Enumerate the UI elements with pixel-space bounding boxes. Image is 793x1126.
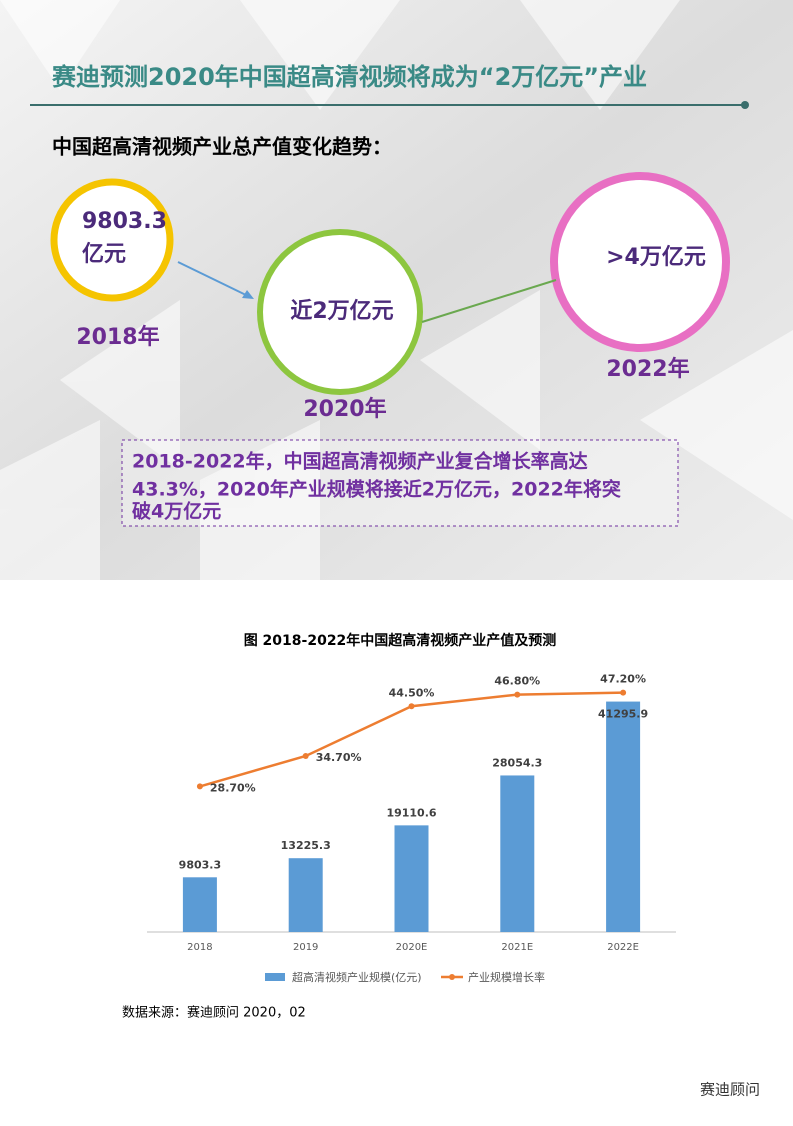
bar — [606, 701, 641, 932]
bar-value-label: 28054.3 — [492, 756, 542, 769]
line-point — [408, 703, 415, 710]
summary-line: 2018-2022年，中国超高清视频产业复合增长率高达 — [132, 450, 588, 473]
bubble-2020 — [257, 229, 423, 395]
legend-label: 产业规模增长率 — [468, 970, 545, 984]
bubble-2018 — [50, 178, 174, 302]
bubble-text: 亿元 — [82, 242, 126, 267]
summary-line: 破4万亿元 — [132, 500, 221, 523]
x-tick-label: 2020E — [396, 942, 428, 953]
year-label: 2018年 — [76, 324, 159, 350]
connector — [421, 279, 557, 323]
year-label: 2020年 — [303, 396, 386, 422]
bar-value-label: 19110.6 — [386, 806, 436, 819]
arrow-head — [242, 290, 254, 299]
summary-line: 43.3%，2020年产业规模将接近2万亿元，2022年将突 — [132, 478, 621, 501]
line-point — [196, 783, 203, 790]
header-dot — [741, 101, 749, 109]
summary-box — [121, 439, 679, 527]
bar-value-label: 13225.3 — [281, 839, 331, 852]
bar — [288, 858, 323, 932]
bubble-2022 — [550, 172, 730, 352]
x-tick-label: 2022E — [607, 942, 639, 953]
bar — [500, 775, 535, 932]
x-tick-label: 2021E — [501, 942, 533, 953]
line-point — [302, 752, 309, 759]
line-value-label: 28.70% — [210, 781, 256, 794]
x-tick-label: 2018 — [187, 942, 212, 953]
watermark: 赛迪顾问 — [700, 1081, 760, 1099]
bar — [182, 877, 217, 932]
bubble-text: >4万亿元 — [606, 245, 706, 270]
source: 数据来源：赛迪顾问 2020，02 — [122, 1005, 306, 1021]
legend-swatch — [449, 974, 455, 980]
x-tick-label: 2019 — [293, 942, 318, 953]
bubble-text: 近2万亿元 — [290, 298, 393, 324]
line-point — [620, 689, 627, 696]
line-value-label: 34.70% — [316, 751, 362, 764]
chart-title: 图 2018-2022年中国超高清视频产业产值及预测 — [244, 632, 557, 649]
header-title: 赛迪预测2020年中国超高清视频将成为“2万亿元”产业 — [51, 63, 647, 91]
year-label: 2022年 — [606, 356, 689, 382]
legend-label: 超高清视频产业规模(亿元) — [292, 970, 422, 984]
line-point — [514, 691, 521, 698]
line-value-label: 44.50% — [389, 686, 435, 699]
line-value-label: 46.80% — [494, 675, 540, 688]
bubble-text: 9803.3 — [82, 209, 167, 234]
line-value-label: 47.20% — [600, 673, 646, 686]
legend-swatch — [265, 973, 285, 981]
bar-value-label: 41295.9 — [598, 708, 648, 721]
arrow — [177, 261, 249, 297]
bar — [394, 825, 429, 932]
background-pattern — [0, 0, 793, 580]
bar-value-label: 9803.3 — [179, 858, 221, 871]
subtitle: 中国超高清视频产业总产值变化趋势： — [52, 135, 392, 159]
